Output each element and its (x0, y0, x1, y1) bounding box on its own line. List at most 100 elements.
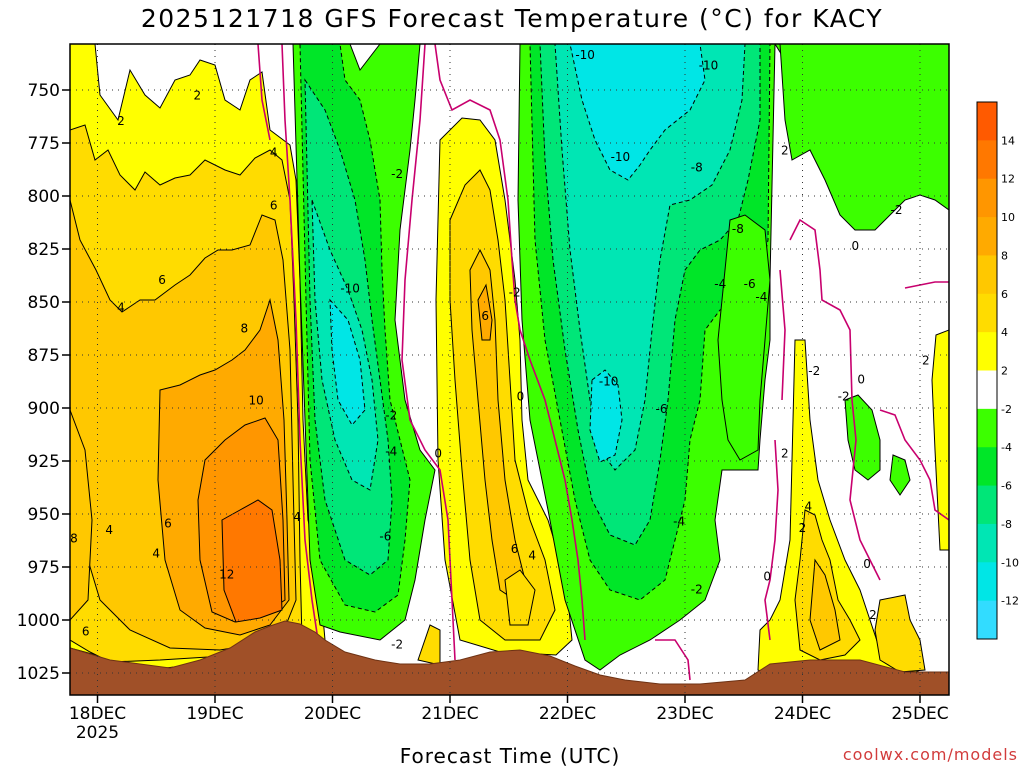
y-tick-label: 975 (28, 558, 60, 578)
x-tick-label: 18DEC (69, 704, 126, 724)
contour-label: -4 (385, 445, 397, 459)
y-tick-label: 950 (28, 505, 60, 525)
colorbar-swatch (977, 217, 997, 256)
contour-label: 4 (270, 146, 278, 160)
colorbar-label: 12 (1001, 173, 1015, 186)
contour-label: -2 (691, 582, 703, 596)
y-tick-label: 900 (28, 399, 60, 419)
contour-label: 2 (781, 447, 789, 461)
contour-label: 0 (434, 447, 442, 461)
contour-label: 4 (117, 300, 125, 314)
contour-label: 4 (805, 500, 813, 514)
x-axis-title: Forecast Time (UTC) (300, 744, 720, 768)
contour-label: -10 (340, 281, 360, 295)
colorbar-swatch (977, 486, 997, 525)
contour-label: -6 (744, 277, 756, 291)
x-tick-label: 23DEC (656, 704, 713, 724)
contour-label: 2 (194, 88, 202, 102)
colorbar-label: -12 (1001, 595, 1019, 608)
contour-label: 6 (511, 542, 519, 556)
y-tick-label: 750 (28, 81, 60, 101)
colorbar-swatch (977, 140, 997, 179)
colorbar-swatch (977, 255, 997, 294)
y-tick-label: 1025 (17, 664, 60, 684)
colorbar-label: 2 (1001, 365, 1008, 378)
contour-label: 0 (763, 570, 771, 584)
colorbar-swatch (977, 601, 997, 640)
contour-label: -2 (838, 389, 850, 403)
contour-label: -6 (656, 402, 668, 416)
y-tick-label: 800 (28, 187, 60, 207)
contour-label: 4 (105, 523, 113, 537)
colorbar-swatch (977, 447, 997, 486)
contour-label: -8 (732, 222, 744, 236)
contour-label: 6 (82, 625, 90, 639)
contour-label: 10 (248, 394, 263, 408)
colorbar-label: 14 (1001, 134, 1015, 147)
contour-label: 8 (70, 531, 78, 545)
contour-label: 6 (481, 309, 489, 323)
y-tick-label: 850 (28, 293, 60, 313)
contour-label: 4 (293, 510, 301, 524)
contour-label: -4 (673, 514, 685, 528)
contour-label: -10 (611, 150, 631, 164)
contour-label: -4 (714, 277, 726, 291)
contour-label: -2 (391, 637, 403, 651)
plot-area: 22466481064481264-10-2-2-40-6-26-2064-10… (69, 44, 949, 695)
colorbar-label: -2 (1001, 403, 1012, 416)
credit-link[interactable]: coolwx.com/models (843, 745, 1018, 764)
contour-label: -10 (599, 375, 619, 389)
warm-region-12 (222, 500, 282, 622)
contour-label: 2 (922, 353, 930, 367)
colorbar-label: -4 (1001, 441, 1012, 454)
colorbar-swatch (977, 524, 997, 563)
contour-label: 0 (517, 389, 525, 403)
colorbar-swatch (977, 294, 997, 333)
contour-label: 2 (869, 608, 877, 622)
contour-label: -10 (575, 48, 595, 62)
y-tick-label: 825 (28, 240, 60, 260)
colorbar-label: 6 (1001, 288, 1008, 301)
colorbar-label: 10 (1001, 211, 1015, 224)
contour-label: 2 (799, 521, 807, 535)
contour-label: 0 (852, 239, 860, 253)
contour-label: 2 (781, 143, 789, 157)
contour-label: 6 (270, 199, 278, 213)
colorbar-label: 4 (1001, 326, 1008, 339)
x-tick-year-label: 2025 (76, 723, 119, 743)
x-tick-label: 24DEC (774, 704, 831, 724)
contour-label: -8 (691, 160, 703, 174)
colorbar-label: -8 (1001, 518, 1012, 531)
colorbar-swatch (977, 179, 997, 218)
contour-label: -2 (391, 167, 403, 181)
contour-label: -2 (808, 364, 820, 378)
colorbar: 14 12 10 8 6 4 2 -2 -4 -6 -8 -10 -12 (977, 102, 1019, 640)
y-tick-label: 925 (28, 452, 60, 472)
y-tick-label: 875 (28, 346, 60, 366)
colorbar-label: -10 (1001, 556, 1019, 569)
contour-label: -2 (385, 408, 397, 422)
contour-label: 6 (164, 517, 172, 531)
contour-label: -4 (755, 290, 767, 304)
colorbar-swatch (977, 409, 997, 448)
y-tick-label: 1000 (17, 611, 60, 631)
contour-label: 0 (863, 557, 871, 571)
colorbar-swatch (977, 562, 997, 601)
contour-label: -2 (509, 286, 521, 300)
contour-label: 8 (241, 322, 249, 336)
colorbar-label: -6 (1001, 480, 1012, 493)
contour-label: 6 (158, 273, 166, 287)
colorbar-swatch (977, 102, 997, 141)
x-tick-label: 22DEC (539, 704, 596, 724)
contour-label: 2 (117, 114, 125, 128)
y-tick-label: 775 (28, 134, 60, 154)
x-tick-label: 19DEC (186, 704, 243, 724)
x-tick-label: 21DEC (421, 704, 478, 724)
colorbar-label: 8 (1001, 249, 1008, 262)
contour-label: 4 (528, 548, 536, 562)
x-tick-label: 25DEC (891, 704, 948, 724)
contour-label: 4 (152, 546, 160, 560)
contour-label: 12 (219, 567, 234, 581)
colorbar-swatch (977, 371, 997, 410)
